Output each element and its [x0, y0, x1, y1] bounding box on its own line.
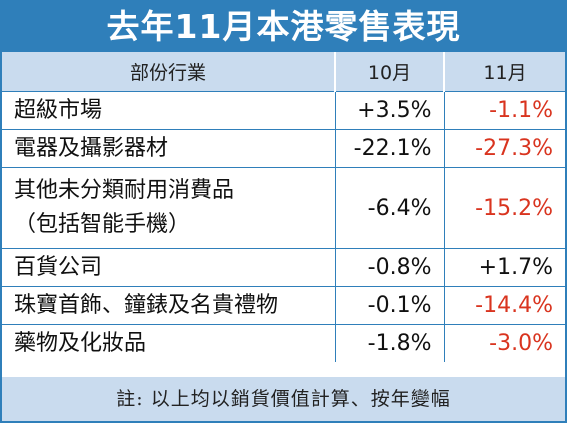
header-row: 部份行業 10月 11月	[2, 52, 565, 92]
row-october-value: -6.4%	[334, 167, 444, 249]
row-october-value: -22.1%	[334, 129, 444, 168]
table-row: 其他未分類耐用消費品 （包括智能手機） -6.4% -15.2%	[2, 167, 565, 249]
table-row: 百貨公司 -0.8% +1.7%	[2, 248, 565, 287]
row-category-text: 超級市場	[14, 97, 103, 123]
row-november-value: -14.4%	[443, 286, 565, 325]
table-row: 珠寶首飾、鐘錶及名貴禮物 -0.1% -14.4%	[2, 286, 565, 325]
retail-table: 部份行業 10月 11月 超級市場 +3.5% -1.1% 電器及攝影器材 -2…	[2, 52, 565, 362]
header-november: 11月	[443, 52, 565, 92]
row-november-value: -15.2%	[443, 167, 565, 249]
row-category: 其他未分類耐用消費品 （包括智能手機）	[2, 167, 335, 249]
table-row: 超級市場 +3.5% -1.1%	[2, 91, 565, 130]
row-category: 珠寶首飾、鐘錶及名貴禮物	[2, 286, 335, 325]
table-title: 去年11月本港零售表現	[2, 2, 565, 52]
row-november-value: -1.1%	[443, 91, 565, 130]
row-category: 超級市場	[2, 91, 335, 130]
row-october-value: -0.8%	[334, 248, 444, 287]
table-row: 藥物及化妝品 -1.8% -3.0%	[2, 324, 565, 362]
header-category: 部份行業	[2, 52, 335, 92]
row-november-value: +1.7%	[443, 248, 565, 287]
table-row: 電器及攝影器材 -22.1% -27.3%	[2, 129, 565, 168]
row-category: 藥物及化妝品	[2, 324, 335, 362]
header-october: 10月	[334, 52, 444, 92]
row-category-text: 珠寶首飾、鐘錶及名貴禮物	[14, 292, 279, 318]
footnote: 註: 以上均以銷貨價值計算、按年變幅	[2, 377, 565, 421]
row-october-value: -0.1%	[334, 286, 444, 325]
row-category-text: 藥物及化妝品	[14, 330, 147, 356]
row-october-value: +3.5%	[334, 91, 444, 130]
row-november-value: -3.0%	[443, 324, 565, 362]
row-category-subtext: （包括智能手機）	[14, 212, 191, 237]
row-category: 百貨公司	[2, 248, 335, 287]
row-category: 電器及攝影器材	[2, 129, 335, 168]
row-category-text: 電器及攝影器材	[14, 135, 169, 161]
row-category-text: 百貨公司	[14, 254, 103, 280]
row-october-value: -1.8%	[334, 324, 444, 362]
row-november-value: -27.3%	[443, 129, 565, 168]
row-category-text: 其他未分類耐用消費品	[14, 178, 235, 203]
